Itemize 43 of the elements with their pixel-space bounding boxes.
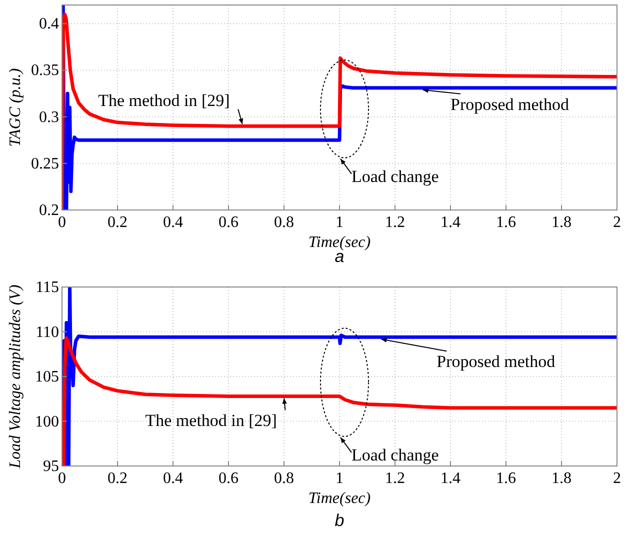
x-tick-label: 0.2 [108,214,128,231]
x-tick-label: 1 [336,470,344,487]
y-tick-label: 105 [35,368,59,386]
series-label: The method in [29] [145,411,277,430]
x-tick-label: 0.6 [218,214,238,231]
x-tick-label: 0.2 [108,470,128,487]
x-tick-label: 1.4 [440,214,460,231]
x-tick-label: 1.6 [496,470,516,487]
text: b [334,511,344,530]
x-tick-label: 0.8 [274,470,294,487]
y-axis-title: Load Voltage amplitudes (V) [7,284,24,470]
x-tick-label: 1.4 [440,470,460,487]
y-tick-label: 110 [36,324,59,341]
x-tick-label: 1.2 [385,214,405,231]
x-tick-label: 2 [613,214,621,231]
annotation: Load change [352,445,439,464]
annotation: Load change [352,166,439,186]
y-tick-label: 0.35 [31,62,59,80]
x-tick-label: 1.6 [496,214,516,231]
x-tick-label: 0.4 [163,214,183,231]
x-tick-label: 0.8 [274,214,294,231]
y-tick-label: 0.4 [39,16,59,33]
y-tick-label: 95 [43,458,59,475]
y-tick-label: 0.25 [31,155,59,172]
x-tick-label: 0 [58,470,66,487]
x-tick-label: 1.2 [385,470,405,487]
y-tick-label: 100 [35,413,59,430]
x-tick-label: 1.8 [552,470,572,487]
x-tick-label: 0.4 [163,470,183,487]
y-tick-label: 0.3 [39,108,59,126]
series-label: Proposed method [436,352,556,372]
y-tick-label: 0.2 [39,202,59,219]
x-tick-label: 0.6 [218,470,238,487]
x-tick-label: 2 [613,470,621,487]
x-tick-label: 0 [58,214,66,231]
x-tick-label: 1 [336,214,344,231]
series-label: The method in [29] [98,91,230,110]
line-series [62,336,617,466]
series-label: Proposed method [450,94,570,114]
y-tick-label: 115 [36,279,59,296]
y-axis-title: TAGC (p.u.) [7,68,24,147]
x-tick-label: 1.8 [552,214,572,231]
x-axis-title: Time(sec) [308,490,371,507]
